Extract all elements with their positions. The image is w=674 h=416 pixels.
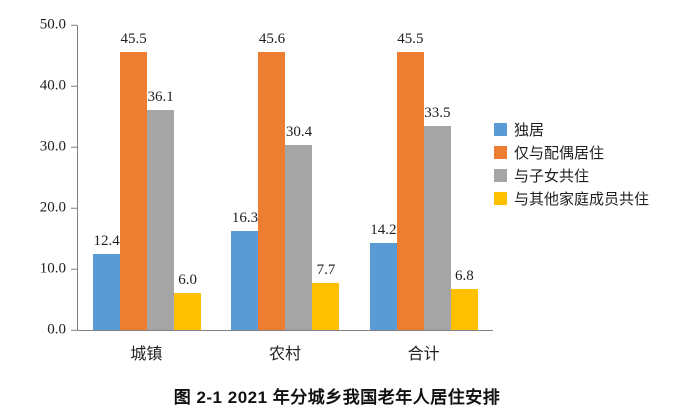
y-tick-label: 10.0 xyxy=(39,260,66,277)
bar-value-label: 45.5 xyxy=(120,31,147,48)
y-tick-mark xyxy=(70,24,77,26)
bar-value-label: 36.1 xyxy=(147,88,174,105)
bar-with-children: 33.5 xyxy=(423,105,451,330)
x-axis-label-城镇: 城镇 xyxy=(130,346,163,363)
figure-caption: 图 2-1 2021 年分城乡我国老年人居住安排 xyxy=(173,388,501,407)
y-tick-mark xyxy=(70,85,77,87)
x-axis-label-农村: 农村 xyxy=(269,346,302,363)
bar-with-children: 36.1 xyxy=(147,89,175,330)
bar-group-合计: 14.2 45.5 33.5 6.8 xyxy=(355,25,493,330)
plot-area: 12.4 45.5 36.1 6.0 16.3 45.6 30.4 7.7 14.2 45.5 33… xyxy=(40,17,493,337)
y-tick-label: 30.0 xyxy=(39,138,66,155)
legend-item-living-alone: 独居 xyxy=(494,122,649,139)
y-tick-mark xyxy=(70,329,77,331)
bar-groups: 12.4 45.5 36.1 6.0 16.3 45.6 30.4 7.7 14.2 45.5 33… xyxy=(78,25,493,330)
bar-group-城镇: 12.4 45.5 36.1 6.0 xyxy=(78,25,216,330)
bar-with-spouse-only: 45.5 xyxy=(120,31,148,330)
bar-value-label: 7.7 xyxy=(316,262,336,279)
bar-group-农村: 16.3 45.6 30.4 7.7 xyxy=(216,25,354,330)
bar-value-label: 16.3 xyxy=(231,209,259,226)
legend: 独居仅与配偶居住 与子女共住与其他家庭成员共住 xyxy=(494,122,649,208)
bar-with-other-family: 6.0 xyxy=(174,272,202,330)
bar-value-label: 45.6 xyxy=(258,30,286,47)
y-tick-mark xyxy=(70,146,77,148)
legend-swatch-icon xyxy=(494,145,507,159)
bar-living-alone: 16.3 xyxy=(231,210,259,330)
bar-with-other-family: 6.8 xyxy=(450,268,478,330)
y-tick-label: 20.0 xyxy=(39,199,66,216)
bar-value-label: 6.0 xyxy=(178,272,198,289)
legend-label: 独居 xyxy=(514,122,545,139)
bar-with-other-family: 7.7 xyxy=(312,262,340,330)
legend-item-with-spouse-only: 仅与配偶居住 xyxy=(494,145,649,162)
bar-with-spouse-only: 45.6 xyxy=(258,31,286,330)
y-tick-mark xyxy=(70,268,77,270)
bar-value-label: 45.5 xyxy=(397,31,424,48)
legend-item-with-children: 与子女共住 xyxy=(494,168,649,185)
bar-value-label: 12.4 xyxy=(93,233,120,250)
legend-item-with-other-family: 与其他家庭成员共住 xyxy=(494,191,649,208)
x-axis-labels: 城镇 农村 合计 xyxy=(77,340,493,364)
bar-value-label: 6.8 xyxy=(454,267,474,284)
x-axis-label-合计: 合计 xyxy=(407,346,440,363)
bar-value-label: 33.5 xyxy=(424,104,451,121)
bar-with-spouse-only: 45.5 xyxy=(396,31,424,330)
bar-living-alone: 12.4 xyxy=(93,233,121,330)
legend-label: 与子女共住 xyxy=(514,168,590,185)
y-tick-mark xyxy=(70,207,77,209)
y-tick-label: 40.0 xyxy=(39,77,66,94)
legend-swatch-icon xyxy=(494,122,507,136)
y-tick-label: 50.0 xyxy=(39,16,66,33)
bar-value-label: 30.4 xyxy=(285,123,313,140)
legend-swatch-icon xyxy=(494,168,507,182)
bar-with-children: 30.4 xyxy=(285,124,313,330)
bar-value-label: 14.2 xyxy=(370,222,397,239)
legend-swatch-icon xyxy=(494,191,507,205)
y-tick-label: 0.0 xyxy=(47,321,66,338)
legend-label: 与其他家庭成员共住 xyxy=(514,191,650,208)
bar-living-alone: 14.2 xyxy=(369,222,397,330)
legend-label: 仅与配偶居住 xyxy=(514,145,605,162)
